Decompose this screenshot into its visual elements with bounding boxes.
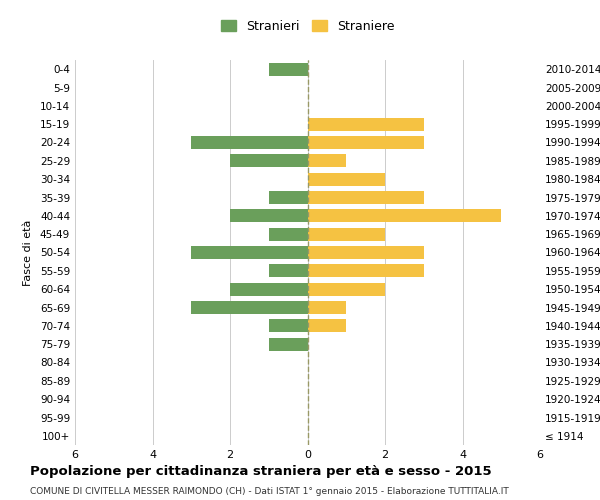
Bar <box>230 154 308 167</box>
Bar <box>308 301 346 314</box>
Bar <box>308 283 385 296</box>
Text: Popolazione per cittadinanza straniera per età e sesso - 2015: Popolazione per cittadinanza straniera p… <box>30 465 491 478</box>
Bar <box>308 264 424 277</box>
Text: COMUNE DI CIVITELLA MESSER RAIMONDO (CH) - Dati ISTAT 1° gennaio 2015 - Elaboraz: COMUNE DI CIVITELLA MESSER RAIMONDO (CH)… <box>30 488 509 496</box>
Bar <box>308 136 424 149</box>
Bar <box>269 338 308 350</box>
Bar <box>191 246 308 259</box>
Bar <box>308 191 424 204</box>
Bar <box>308 154 346 167</box>
Bar <box>308 210 501 222</box>
Bar <box>308 118 424 130</box>
Bar <box>230 210 308 222</box>
Bar <box>308 320 346 332</box>
Bar <box>269 63 308 76</box>
Legend: Stranieri, Straniere: Stranieri, Straniere <box>217 16 398 36</box>
Bar <box>308 228 385 240</box>
Bar <box>269 320 308 332</box>
Bar <box>269 191 308 204</box>
Bar <box>191 136 308 149</box>
Bar <box>308 173 385 186</box>
Bar <box>191 301 308 314</box>
Bar <box>308 246 424 259</box>
Bar <box>230 283 308 296</box>
Bar <box>269 228 308 240</box>
Y-axis label: Fasce di età: Fasce di età <box>23 220 33 286</box>
Bar <box>269 264 308 277</box>
